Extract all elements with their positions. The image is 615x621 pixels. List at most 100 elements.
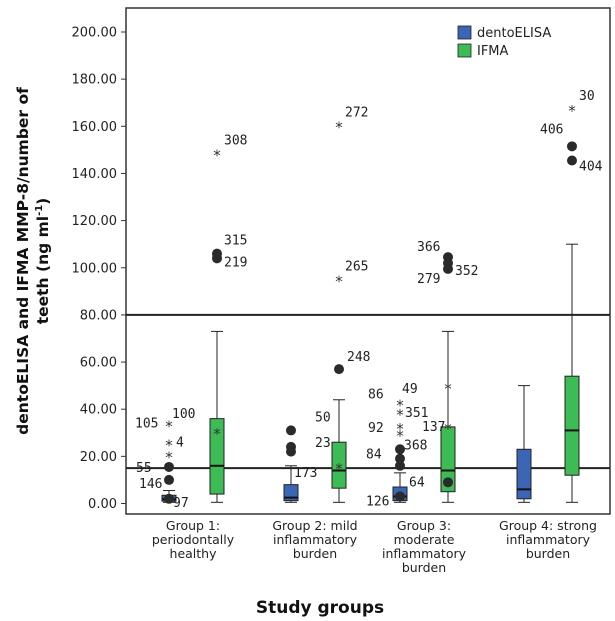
outlier-star: * [213,425,221,443]
outlier-star: * [335,273,343,291]
outlier-circle [567,141,577,152]
category-label: moderate [394,532,455,547]
outlier-label: 404 [579,159,603,174]
outlier-label: 126 [366,494,389,509]
outlier-circle [395,453,405,464]
y-axis-title-line1: dentoELISA and IFMA MMP-8/number of [14,87,32,435]
outlier-star: * [165,418,173,436]
outlier-circle [443,477,453,488]
legend-label-ifma: IFMA [477,44,509,59]
outlier-label: 368 [404,438,427,453]
category-label: inflammatory [382,546,467,561]
box [209,418,225,495]
y-tick-label: 120.00 [72,214,118,229]
outlier-star: * [335,460,343,478]
outlier-star: * [165,448,173,466]
outlier-label: 105 [135,417,158,432]
outlier-circle [286,446,296,457]
outlier-label: 265 [345,260,368,275]
outlier-label: 23 [315,436,331,451]
outlier-label: 97 [173,496,189,511]
outlier-star: * [335,118,343,136]
legend-swatch-dentoelisa [457,25,472,40]
outlier-circle [334,364,344,375]
outlier-label: 92 [368,421,384,436]
category-label: Group 2: mild [272,518,357,533]
category-label: Group 1: [166,518,220,533]
y-axis-title: dentoELISA and IFMA MMP-8/number of teet… [14,87,52,435]
outlier-label: 4 [176,436,184,451]
outlier-circle [286,425,296,436]
category-label: burden [402,560,446,575]
outlier-circle [395,444,405,455]
y-tick-label: 100.00 [72,261,118,276]
box [516,448,532,500]
outlier-circle [164,493,174,504]
outlier-circle [567,155,577,166]
outlier-label: 30 [579,89,595,104]
y-tick-label: 0.00 [88,497,117,512]
outlier-circle [395,491,405,502]
outlier-label: 146 [139,477,162,492]
outlier-label: 173 [294,466,317,481]
y-tick-label: 140.00 [72,167,118,182]
outlier-label: 86 [368,387,384,402]
outlier-star: * [396,406,404,424]
y-tick-label: 160.00 [72,120,118,135]
outlier-star: * [568,102,576,120]
category-label: inflammatory [506,532,591,547]
legend: dentoELISA IFMA [457,25,551,59]
outlier-label: 64 [409,475,425,490]
outlier-label: 248 [347,350,370,365]
category-label: Group 3: [397,518,451,533]
legend-swatch-ifma [457,43,472,58]
outlier-star: * [444,380,452,398]
outlier-label: 100 [172,407,195,422]
outlier-label: 219 [224,255,247,270]
outlier-star: * [165,437,173,455]
y-tick-label: 180.00 [72,73,118,88]
outlier-label: 366 [417,240,440,255]
category-label: Group 4: strong [499,518,597,533]
legend-label-dentoelisa: dentoELISA [477,26,551,41]
y-axis: 0.00 20.00 40.00 60.00 80.00 100.00 120.00 140.… [72,26,126,512]
outlier-label: 308 [224,134,247,149]
outlier-label: 137 [422,420,445,435]
category-label: healthy [170,546,218,561]
outlier-label: 84 [366,448,382,463]
outlier-star: * [213,147,221,165]
category-label: burden [293,546,337,561]
outlier-label: 50 [315,410,331,425]
outlier-label: 352 [455,264,478,279]
box [564,375,580,476]
y-axis-title-line2: teeth (ng ml-1) [34,198,52,325]
outlier-label: 279 [417,272,440,287]
y-tick-label: 40.00 [80,403,117,418]
x-axis-title: Study groups [256,598,384,618]
outlier-circle [164,474,174,485]
box [440,426,456,493]
category-label: inflammatory [273,532,358,547]
outlier-star: * [396,427,404,445]
outlier-label: 406 [540,122,563,137]
category-label: burden [526,546,570,561]
outlier-label: 272 [345,105,368,120]
outlier-label: 351 [405,406,428,421]
outlier-circle [164,461,174,472]
y-tick-label: 200.00 [72,26,118,41]
y-tick-label: 80.00 [80,308,117,323]
category-label: periodontally [152,532,235,547]
outlier-label: 55 [136,461,152,476]
outlier-label: 315 [224,234,247,249]
outlier-star: * [444,420,452,438]
outlier-label: 49 [402,382,418,397]
outlier-circle [443,263,453,274]
y-tick-label: 60.00 [80,356,117,371]
y-tick-label: 20.00 [80,450,117,465]
outlier-star: * [396,420,404,438]
plot-frame [125,7,611,515]
box [331,441,347,489]
